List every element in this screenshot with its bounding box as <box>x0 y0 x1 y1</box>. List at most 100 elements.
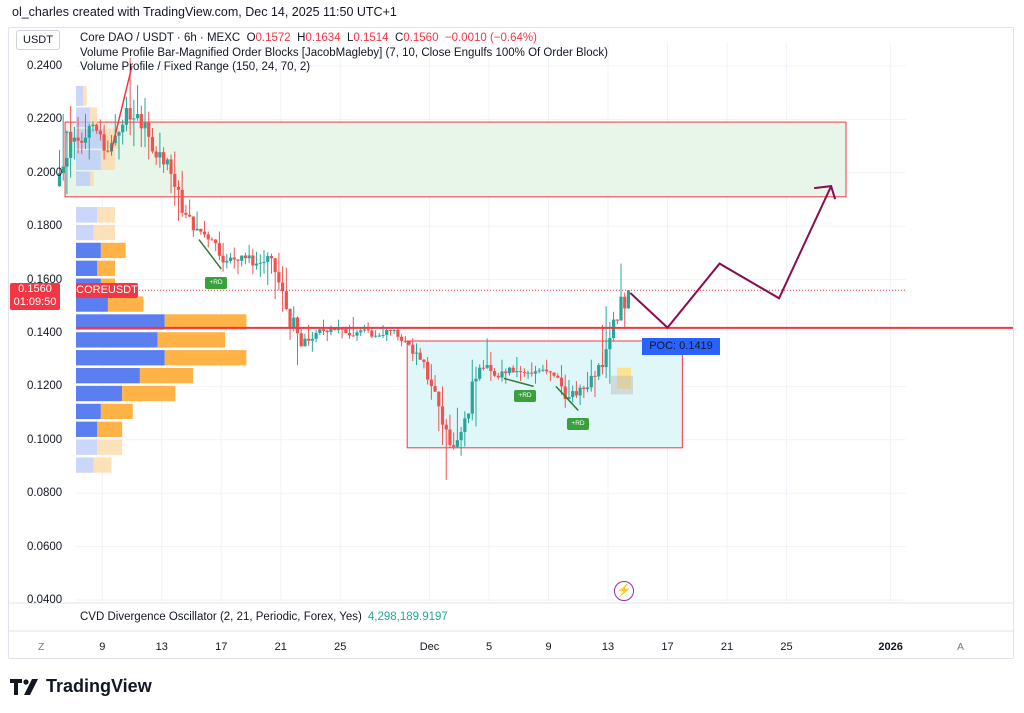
candle-body <box>206 234 210 240</box>
candle-body <box>426 361 430 380</box>
candle-body <box>310 338 314 341</box>
volume-profile-sell-bar <box>139 367 194 384</box>
volume-profile-buy-bar <box>76 206 98 223</box>
volume-profile-sell-bar <box>90 107 98 128</box>
candle-body <box>492 371 497 376</box>
volume-profile-buy-bar <box>76 171 91 186</box>
candle-body <box>202 231 207 235</box>
candle-body <box>121 124 125 133</box>
x-tick-label: 21 <box>720 641 734 653</box>
volume-profile-buy-bar <box>76 296 108 312</box>
volume-profile-sell-bar <box>93 224 116 241</box>
candle-body <box>176 186 181 190</box>
candle-body <box>273 258 277 273</box>
candle-body <box>217 243 221 256</box>
candle-body <box>247 255 251 259</box>
x-tick-label: 25 <box>334 641 347 653</box>
candle-body <box>65 131 69 133</box>
candle-body <box>299 333 303 347</box>
cvd-indicator-legend[interactable]: CVD Divergence Oscillator (2, 21, Period… <box>80 611 448 623</box>
volume-profile-buy-bar <box>76 385 123 402</box>
candle-body <box>463 418 467 433</box>
candle-body <box>485 365 489 368</box>
symbol-tag: COREUSDT <box>76 283 138 298</box>
x-tick-label: 2026 <box>878 641 903 653</box>
candle-body <box>228 257 233 261</box>
rd-divergence-line <box>555 385 579 411</box>
candle-body <box>321 329 326 331</box>
candle-body <box>184 212 188 215</box>
candle-body <box>91 124 95 127</box>
candle-body <box>396 329 400 337</box>
x-tick-label: 13 <box>155 641 168 653</box>
candle-body <box>600 365 605 368</box>
auto-scale-button[interactable]: A <box>957 641 965 653</box>
candle-body <box>533 371 538 374</box>
volume-profile-buy-bar <box>76 421 98 437</box>
volume-profile-sell-bar <box>83 86 87 106</box>
candle-body <box>314 333 318 339</box>
candle-body <box>61 166 65 174</box>
candle-body <box>87 126 91 138</box>
candle-body <box>57 173 62 187</box>
volume-profile-sell-bar <box>97 260 116 276</box>
y-tick-label: 0.0800 <box>27 487 63 500</box>
candle-body <box>589 375 593 388</box>
volume-profile-buy-bar <box>76 403 101 420</box>
candle-body <box>526 372 530 374</box>
candle-body <box>102 134 106 151</box>
volume-profile-buy-bar <box>76 128 105 149</box>
candle-body <box>76 137 80 141</box>
candle-body <box>530 372 534 374</box>
candle-body <box>608 338 612 350</box>
legend-indicator-order-blocks[interactable]: Volume Profile Bar-Magnified Order Block… <box>80 46 608 59</box>
candle-body <box>169 159 173 174</box>
x-tick-label: 5 <box>485 641 493 653</box>
candle-body <box>95 124 99 131</box>
volume-profile-sell-bar <box>97 439 123 455</box>
volume-profile-buy-bar <box>76 224 94 241</box>
volume-profile-buy-bar <box>76 107 91 128</box>
volume-profile-sell-bar <box>122 385 176 402</box>
cvd-indicator-name: CVD Divergence Oscillator (2, 21, Period… <box>80 611 362 623</box>
candle-body <box>221 255 225 263</box>
volume-profile-buy-bar <box>76 332 158 348</box>
candle-body <box>392 329 396 331</box>
projection-path <box>629 185 833 330</box>
candle-body <box>385 330 389 335</box>
legend-indicator-volume-profile[interactable]: Volume Profile / Fixed Range (150, 24, 7… <box>80 61 311 73</box>
volume-profile-buy-bar <box>76 314 165 330</box>
candle-body <box>496 375 500 378</box>
candle-body <box>619 296 623 321</box>
candle-body <box>545 369 549 372</box>
resistance-zone <box>64 121 847 198</box>
red-arrow-line <box>110 65 133 152</box>
candle-body <box>288 308 292 328</box>
legend-symbol[interactable]: Core DAO / USDT · 6h · MEXC <box>80 32 241 44</box>
candle-body <box>355 332 359 336</box>
candle-body <box>154 151 158 158</box>
candle-body <box>191 216 195 231</box>
lightning-icon[interactable]: ⚡ <box>614 581 634 601</box>
timezone-button[interactable]: Z <box>38 641 45 653</box>
chart-credit: ol_charles created with TradingView.com,… <box>12 5 397 19</box>
candle-body <box>615 319 619 321</box>
candle-body <box>347 333 352 336</box>
candle-body <box>266 256 270 262</box>
legend-open-value: 0.1572 <box>255 32 291 44</box>
candle-body <box>150 136 155 152</box>
volume-profile-sell-bar <box>97 206 116 223</box>
price-unit-label[interactable]: USDT <box>16 30 60 50</box>
rd-divergence-line <box>503 377 534 388</box>
candle-body <box>478 367 482 379</box>
x-tick-label: 17 <box>215 641 228 653</box>
candle-body <box>98 130 102 135</box>
candle-body <box>162 152 166 165</box>
candle-body <box>444 424 448 430</box>
candle-body <box>400 336 404 341</box>
candle-body <box>537 370 541 372</box>
candle-body <box>381 334 385 336</box>
candle-body <box>124 108 129 125</box>
candle-body <box>563 386 567 399</box>
